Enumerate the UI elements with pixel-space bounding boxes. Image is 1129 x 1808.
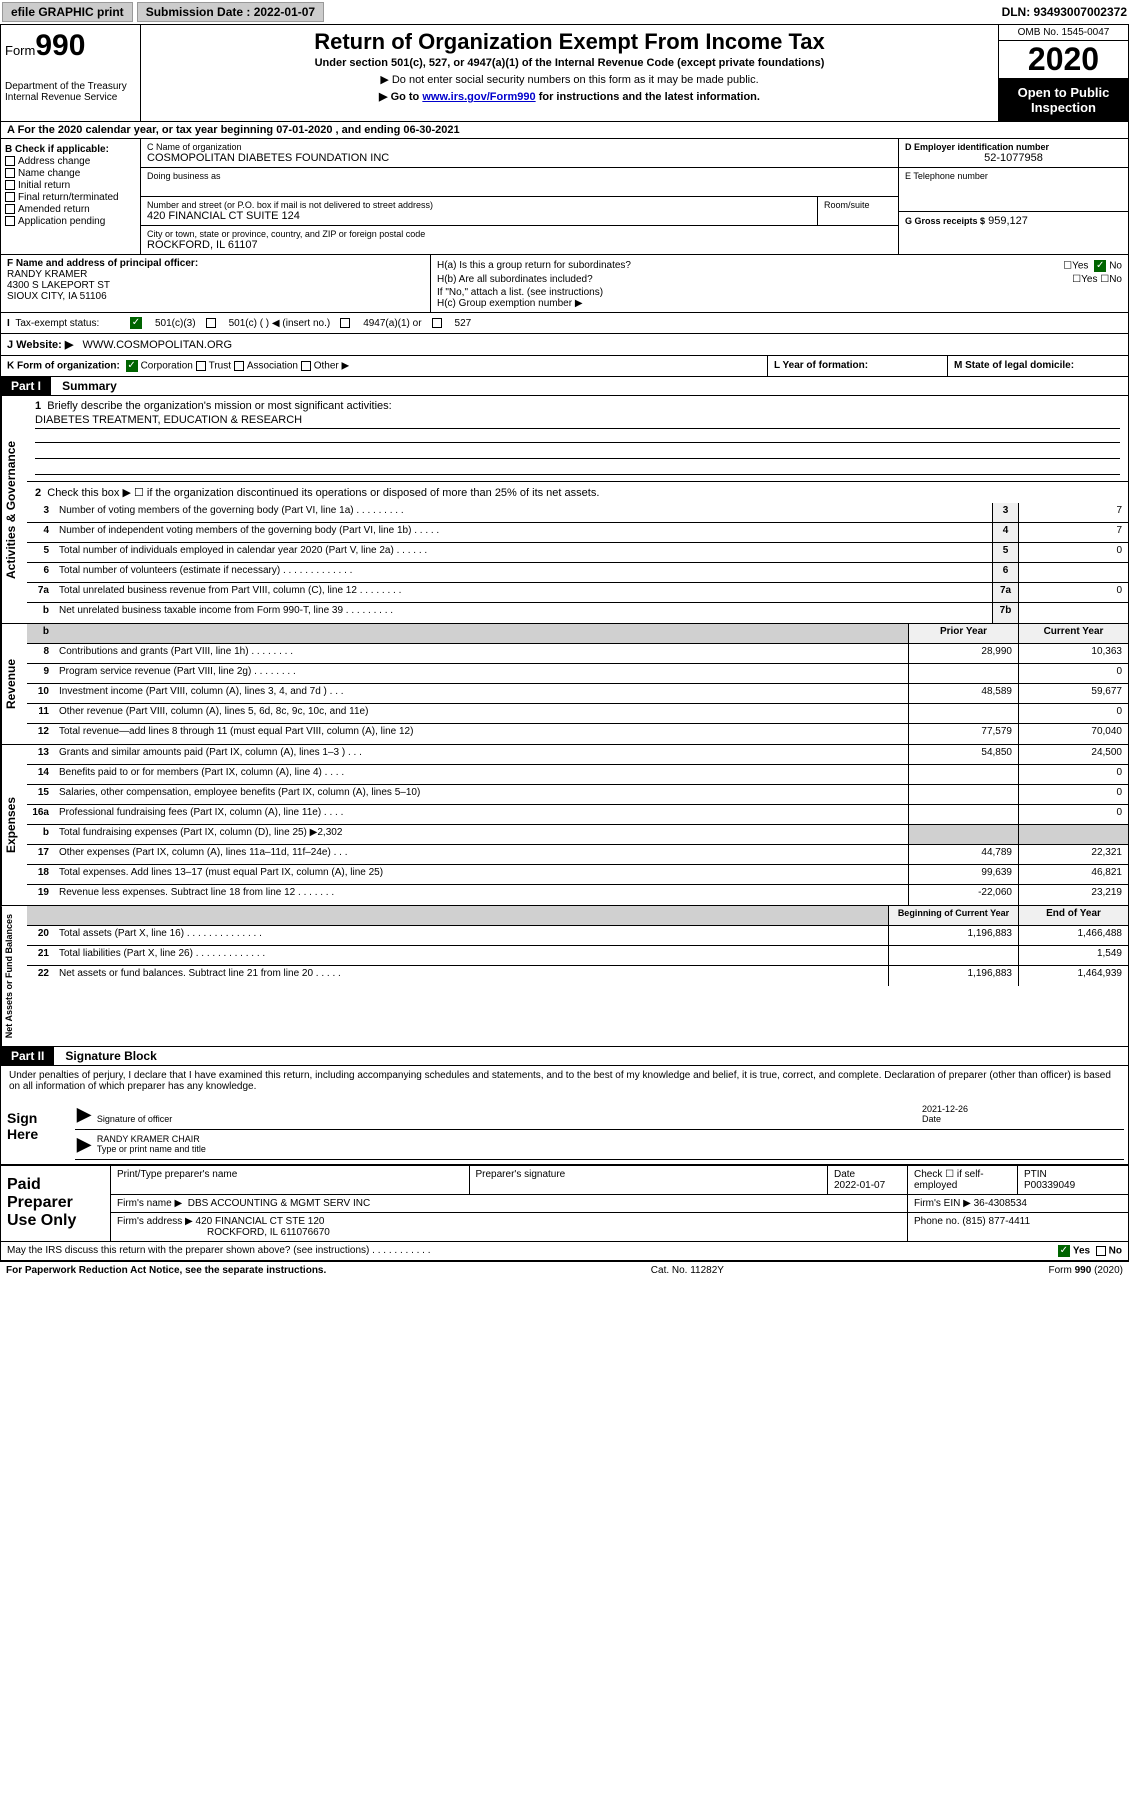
col-current-year: Current Year — [1018, 624, 1128, 643]
signer-name: RANDY KRAMER CHAIR — [97, 1134, 200, 1144]
b-header: B Check if applicable: — [5, 144, 136, 155]
arrow-icon: ▶ — [77, 1104, 91, 1125]
department-label: Department of the Treasury Internal Reve… — [5, 81, 136, 103]
addr-value: 420 FINANCIAL CT SUITE 124 — [147, 210, 811, 222]
instructions-link[interactable]: www.irs.gov/Form990 — [422, 91, 535, 103]
firm-name: DBS ACCOUNTING & MGMT SERV INC — [188, 1198, 370, 1209]
line1-label: Briefly describe the organization's miss… — [47, 400, 391, 412]
footer-form: Form 990 (2020) — [1049, 1265, 1123, 1276]
chk-discuss-no[interactable] — [1096, 1246, 1106, 1256]
col-b-checkboxes: B Check if applicable: Address change Na… — [1, 139, 141, 254]
col-prior-year: Prior Year — [908, 624, 1018, 643]
ein-value: 52-1077958 — [905, 152, 1122, 164]
state-domicile: M State of legal domicile: — [948, 356, 1128, 376]
note-ssn: ▶ Do not enter social security numbers o… — [145, 73, 994, 86]
room-label: Room/suite — [824, 200, 892, 210]
form-id-box: Form990 Department of the Treasury Inter… — [1, 25, 141, 121]
form-prefix: Form — [5, 43, 35, 58]
col-c-org-info: C Name of organization COSMOPOLITAN DIAB… — [141, 139, 898, 254]
chk-527[interactable] — [432, 318, 442, 328]
firm-addr1: 420 FINANCIAL CT STE 120 — [196, 1216, 325, 1227]
dba-label: Doing business as — [147, 171, 892, 181]
public-inspection-label: Open to Public Inspection — [999, 79, 1128, 121]
chk-initial[interactable] — [5, 180, 15, 190]
perjury-text: Under penalties of perjury, I declare th… — [1, 1066, 1128, 1096]
group-return-box: H(a) Is this a group return for subordin… — [431, 255, 1128, 312]
chk-corp[interactable]: ✓ — [126, 360, 138, 372]
note-link: ▶ Go to www.irs.gov/Form990 for instruct… — [145, 90, 994, 103]
firm-addr2: ROCKFORD, IL 611076670 — [207, 1227, 330, 1238]
sign-here-label: Sign Here — [1, 1096, 61, 1164]
form-org-row: K Form of organization: ✓Corporation Tru… — [1, 356, 768, 376]
chk-other[interactable] — [301, 361, 311, 371]
principal-officer-box: F Name and address of principal officer:… — [1, 255, 431, 312]
ein-label: D Employer identification number — [905, 142, 1122, 152]
col-end-year: End of Year — [1018, 906, 1128, 925]
arrow-icon: ▶ — [77, 1134, 91, 1155]
year-formation: L Year of formation: — [768, 356, 948, 376]
discuss-text: May the IRS discuss this return with the… — [7, 1245, 431, 1257]
side-expenses: Expenses — [1, 745, 27, 905]
efile-button[interactable]: efile GRAPHIC print — [2, 2, 133, 22]
dln-text: DLN: 93493007002372 — [1002, 5, 1127, 19]
footer-catno: Cat. No. 11282Y — [651, 1265, 724, 1276]
chk-trust[interactable] — [196, 361, 206, 371]
gross-label: G Gross receipts $ — [905, 216, 985, 226]
chk-final[interactable] — [5, 192, 15, 202]
footer-paperwork: For Paperwork Reduction Act Notice, see … — [6, 1265, 326, 1276]
firm-phone: (815) 877-4411 — [962, 1216, 1030, 1227]
form-subtitle: Under section 501(c), 527, or 4947(a)(1)… — [145, 57, 994, 69]
side-revenue: Revenue — [1, 624, 27, 744]
part1-header: Part I — [1, 377, 51, 395]
website-value: WWW.COSMOPOLITAN.ORG — [83, 339, 233, 351]
line1-value: DIABETES TREATMENT, EDUCATION & RESEARCH — [35, 412, 1120, 429]
side-net-assets: Net Assets or Fund Balances — [1, 906, 27, 1046]
chk-amended[interactable] — [5, 204, 15, 214]
paid-preparer-label: Paid Preparer Use Only — [1, 1166, 111, 1241]
omb-label: OMB No. 1545-0047 — [999, 25, 1128, 41]
form-title: Return of Organization Exempt From Incom… — [145, 29, 994, 55]
part2-header: Part II — [1, 1047, 54, 1065]
tax-year: 2020 — [999, 41, 1128, 79]
col-beginning: Beginning of Current Year — [888, 906, 1018, 925]
city-value: ROCKFORD, IL 61107 — [147, 239, 892, 251]
org-name-label: C Name of organization — [147, 142, 892, 152]
row-a-tax-year: A For the 2020 calendar year, or tax yea… — [1, 122, 1128, 139]
tel-label: E Telephone number — [905, 171, 1122, 181]
firm-ein: 36-4308534 — [974, 1198, 1027, 1209]
tax-exempt-row: I Tax-exempt status: ✓501(c)(3) 501(c) (… — [1, 313, 1128, 334]
chk-pending[interactable] — [5, 216, 15, 226]
ptin-value: P00339049 — [1024, 1180, 1075, 1191]
chk-4947[interactable] — [340, 318, 350, 328]
chk-address[interactable] — [5, 156, 15, 166]
chk-discuss-yes[interactable]: ✓ — [1058, 1245, 1070, 1257]
org-name: COSMOPOLITAN DIABETES FOUNDATION INC — [147, 152, 892, 164]
part2-title: Signature Block — [57, 1047, 164, 1065]
gross-value: 959,127 — [988, 215, 1028, 227]
header-title-box: Return of Organization Exempt From Incom… — [141, 25, 998, 121]
part1-title: Summary — [54, 377, 125, 395]
submission-button[interactable]: Submission Date : 2022-01-07 — [137, 2, 324, 22]
chk-501c[interactable] — [206, 318, 216, 328]
website-row: J Website: ▶ WWW.COSMOPOLITAN.ORG — [1, 334, 1128, 356]
header-right-box: OMB No. 1545-0047 2020 Open to Public In… — [998, 25, 1128, 121]
addr-label: Number and street (or P.O. box if mail i… — [147, 200, 811, 210]
city-label: City or town, state or province, country… — [147, 229, 892, 239]
chk-assoc[interactable] — [234, 361, 244, 371]
form-number: 990 — [35, 29, 85, 62]
col-d-ein-box: D Employer identification number 52-1077… — [898, 139, 1128, 254]
line2-text: Check this box ▶ ☐ if the organization d… — [47, 487, 599, 499]
side-governance: Activities & Governance — [1, 396, 27, 623]
chk-501c3[interactable]: ✓ — [130, 317, 142, 329]
chk-name[interactable] — [5, 168, 15, 178]
